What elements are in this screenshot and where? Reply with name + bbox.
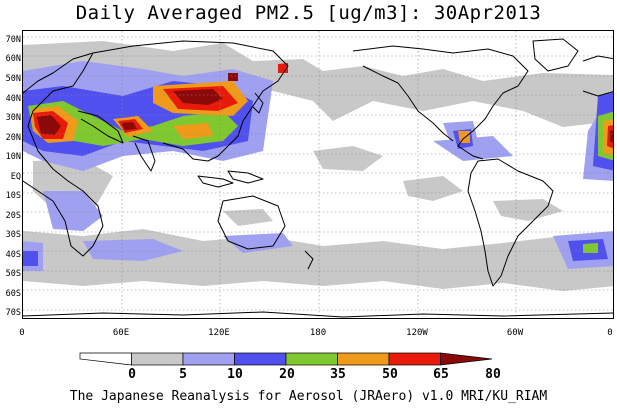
- footer-credit: The Japanese Reanalysis for Aerosol (JRA…: [69, 389, 548, 404]
- lat-label-20n: 20N: [5, 133, 21, 143]
- lat-label-eq: EQ: [10, 172, 21, 182]
- coastlines: [23, 38, 613, 318]
- lat-label-30n: 30N: [5, 113, 21, 123]
- colorbar-label-35: 35: [330, 367, 346, 382]
- colorbar-label-20: 20: [279, 367, 295, 382]
- lat-label-10s: 10S: [5, 191, 21, 201]
- colorbar-cell-5: [337, 352, 390, 366]
- colorbar-cell-4: [285, 352, 338, 366]
- pm25-map: [23, 31, 613, 318]
- lon-label-0-end: 0: [607, 328, 613, 338]
- colorbar-cell-1: [131, 352, 184, 366]
- lat-label-70n: 70N: [5, 35, 21, 45]
- colorbar-label-5: 5: [179, 367, 187, 382]
- lat-label-60n: 60N: [5, 54, 21, 64]
- lat-label-50n: 50N: [5, 74, 21, 84]
- colorbar-label-0: 0: [128, 367, 136, 382]
- colorbar-cell-lt-0: [79, 352, 132, 366]
- map-panel: [22, 30, 614, 319]
- lon-label-120e: 120E: [208, 328, 230, 338]
- colorbar-cell-2: [182, 352, 235, 366]
- colorbar: [79, 352, 493, 366]
- colorbar-cell-3: [234, 352, 287, 366]
- colorbar-label-65: 65: [433, 367, 449, 382]
- colorbar-cell-6: [388, 352, 441, 366]
- colorbar-label-50: 50: [382, 367, 398, 382]
- lon-label-120w: 120W: [406, 328, 428, 338]
- lon-label-60w: 60W: [506, 328, 524, 338]
- lat-label-10n: 10N: [5, 152, 21, 162]
- lon-label-60e: 60E: [112, 328, 130, 338]
- colorbar-label-80: 80: [485, 367, 501, 382]
- lon-label-180: 180: [309, 328, 327, 338]
- colorbar-label-10: 10: [227, 367, 243, 382]
- lat-label-70s: 70S: [5, 308, 21, 318]
- lat-label-30s: 30S: [5, 230, 21, 240]
- lat-label-50s: 50S: [5, 269, 21, 279]
- gridlines: [23, 31, 613, 318]
- map-title: Daily Averaged PM2.5 [ug/m3]: 30Apr2013: [75, 2, 542, 24]
- pm25-band-80-plus: [37, 73, 613, 143]
- lat-label-40s: 40S: [5, 250, 21, 260]
- colorbar-cell-gt-80: [440, 352, 493, 366]
- lat-label-60s: 60S: [5, 289, 21, 299]
- lat-label-40n: 40N: [5, 94, 21, 104]
- lat-label-20s: 20S: [5, 211, 21, 221]
- lon-label-0: 0: [19, 328, 25, 338]
